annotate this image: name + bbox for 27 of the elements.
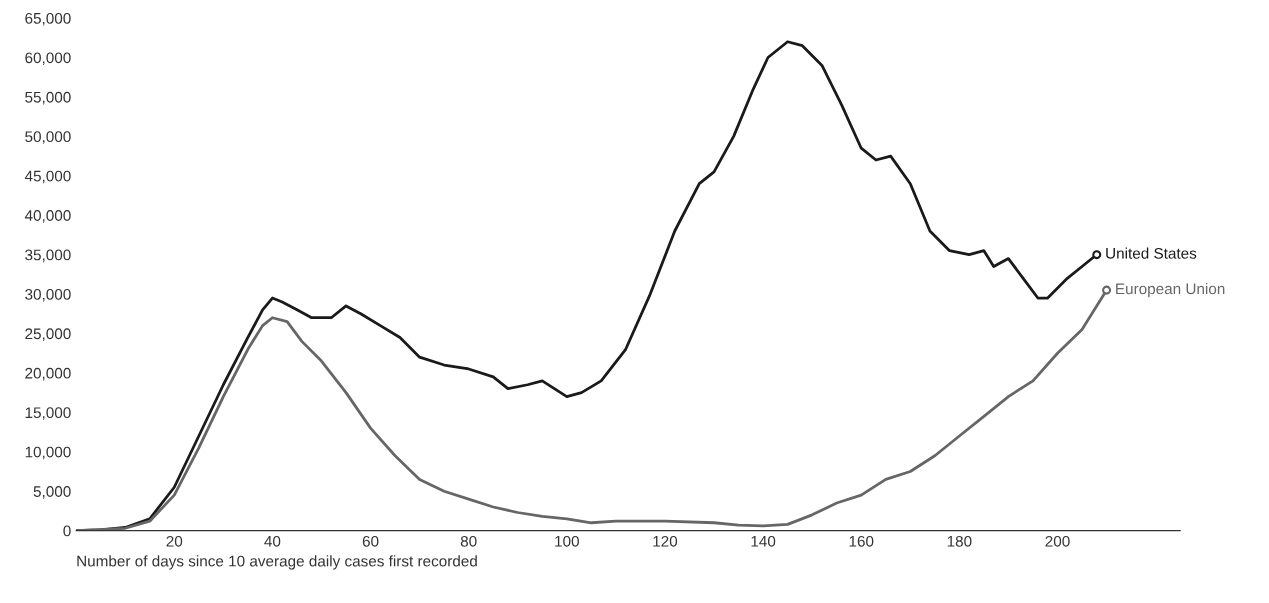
y-tick-label: 25,000: [25, 328, 71, 341]
y-tick-label: 30,000: [25, 288, 71, 302]
x-tick-label: 60: [362, 535, 379, 547]
x-tick-label: 140: [751, 535, 776, 547]
y-tick-label: 10,000: [25, 446, 71, 460]
y-tick-label: 55,000: [25, 91, 71, 105]
y-tick-label: 15,000: [25, 407, 71, 420]
y-tick-label: 50,000: [25, 131, 71, 144]
x-tick-label: 80: [460, 535, 477, 547]
y-tick-label: 65,000: [25, 12, 71, 26]
x-tick-label: 160: [849, 535, 874, 547]
y-tick-label: 35,000: [25, 249, 71, 263]
annotation: United States: [1106, 247, 1197, 259]
x-tick-label: 100: [555, 535, 579, 547]
x-axis-title: Number of days since 10 average daily cases first recorded: [77, 555, 477, 570]
x-tick-label: 40: [264, 535, 281, 547]
y-tick-label: 60,000: [25, 52, 71, 66]
y-tick-label: 20,000: [25, 367, 71, 381]
y-tick-label: 40,000: [24, 210, 71, 223]
x-tick-label: 200: [1045, 535, 1070, 547]
y-tick-label: 45,000: [24, 170, 71, 184]
x-tick-label: 120: [653, 535, 678, 547]
x-tick-label: 20: [166, 535, 183, 547]
y-tick-label: 5,000: [33, 486, 71, 499]
x-tick-label: 180: [947, 535, 972, 547]
y-tick-label: 0: [63, 525, 71, 537]
annotation: European Union: [1116, 283, 1225, 298]
